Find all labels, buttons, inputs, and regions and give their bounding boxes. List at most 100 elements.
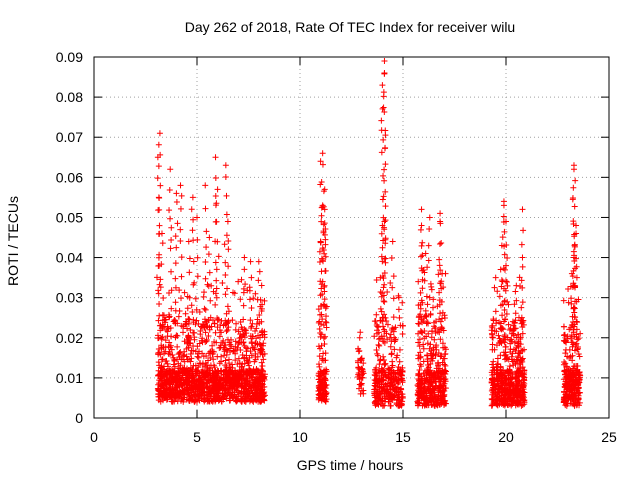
data-point [174, 398, 181, 405]
data-point [161, 323, 168, 330]
data-point [424, 368, 431, 375]
data-point [497, 339, 504, 346]
data-point [174, 220, 181, 227]
data-point [416, 367, 423, 374]
data-point [415, 339, 422, 346]
data-point [250, 392, 257, 399]
data-point [416, 336, 423, 343]
data-point [510, 322, 517, 329]
data-point [419, 285, 426, 292]
data-point [168, 236, 175, 243]
data-point [185, 238, 192, 245]
data-point [205, 332, 212, 339]
data-point [155, 194, 162, 201]
data-point [191, 329, 198, 336]
data-point [202, 182, 209, 189]
data-point [251, 358, 258, 365]
data-point [189, 396, 196, 403]
data-point [155, 317, 162, 324]
plot-frame [93, 56, 610, 419]
data-point [427, 341, 434, 348]
data-point [216, 360, 223, 367]
data-point [170, 354, 177, 361]
data-point [419, 252, 426, 259]
data-point [560, 398, 567, 405]
data-point [316, 325, 323, 332]
data-point [489, 372, 496, 378]
data-point [382, 188, 389, 195]
data-point [158, 335, 165, 342]
data-point [420, 358, 427, 365]
data-point [395, 394, 402, 401]
x-tick-label: 25 [601, 429, 617, 445]
y-tick-label: 0.07 [56, 129, 83, 145]
data-point [519, 381, 526, 388]
data-point [196, 340, 203, 347]
data-point [373, 375, 380, 382]
data-point [509, 358, 516, 365]
data-point [415, 383, 422, 390]
data-point [424, 340, 431, 347]
data-point [415, 372, 422, 379]
data-point [223, 232, 230, 239]
data-point [319, 378, 326, 385]
data-point [156, 391, 163, 398]
data-point [358, 355, 365, 362]
data-point [570, 184, 577, 191]
data-point [434, 402, 441, 409]
data-point [380, 383, 387, 390]
data-point [382, 255, 389, 262]
data-point [159, 382, 166, 389]
data-point [515, 392, 522, 399]
data-point [502, 316, 509, 323]
data-point [517, 341, 524, 348]
data-point [426, 226, 433, 233]
data-point [427, 361, 434, 368]
data-point [174, 343, 181, 350]
data-point [498, 369, 505, 376]
data-point [320, 384, 327, 391]
data-point [213, 218, 220, 225]
data-point [560, 376, 567, 383]
data-point [428, 347, 435, 354]
data-point [188, 355, 195, 362]
data-point [156, 301, 163, 308]
data-point [321, 367, 328, 374]
data-point [438, 326, 445, 333]
data-point [317, 292, 324, 299]
data-point [504, 282, 511, 289]
data-point [154, 332, 161, 339]
data-point [423, 312, 430, 319]
data-point [518, 241, 525, 248]
data-point [202, 306, 209, 313]
data-point [210, 382, 217, 389]
data-point [436, 329, 443, 336]
data-point [497, 352, 504, 359]
data-point [210, 356, 217, 363]
data-point [397, 401, 404, 408]
data-point [388, 254, 395, 261]
data-point [417, 289, 424, 296]
data-point [205, 251, 212, 258]
data-point [255, 332, 262, 339]
data-point [322, 241, 329, 248]
data-point [574, 400, 581, 407]
data-point [157, 351, 164, 358]
data-point [239, 351, 246, 358]
data-point [441, 361, 448, 368]
data-point [387, 369, 394, 376]
data-point [223, 328, 230, 335]
data-point [188, 302, 195, 309]
data-point [212, 174, 219, 181]
data-point [225, 370, 232, 377]
data-point [156, 251, 163, 258]
data-point [172, 233, 179, 240]
data-point [246, 296, 253, 303]
data-point [224, 303, 231, 310]
data-point [240, 302, 247, 309]
data-point [574, 336, 581, 343]
data-point [382, 203, 389, 210]
data-point [252, 382, 259, 389]
data-point [439, 315, 446, 322]
data-point [391, 373, 398, 380]
